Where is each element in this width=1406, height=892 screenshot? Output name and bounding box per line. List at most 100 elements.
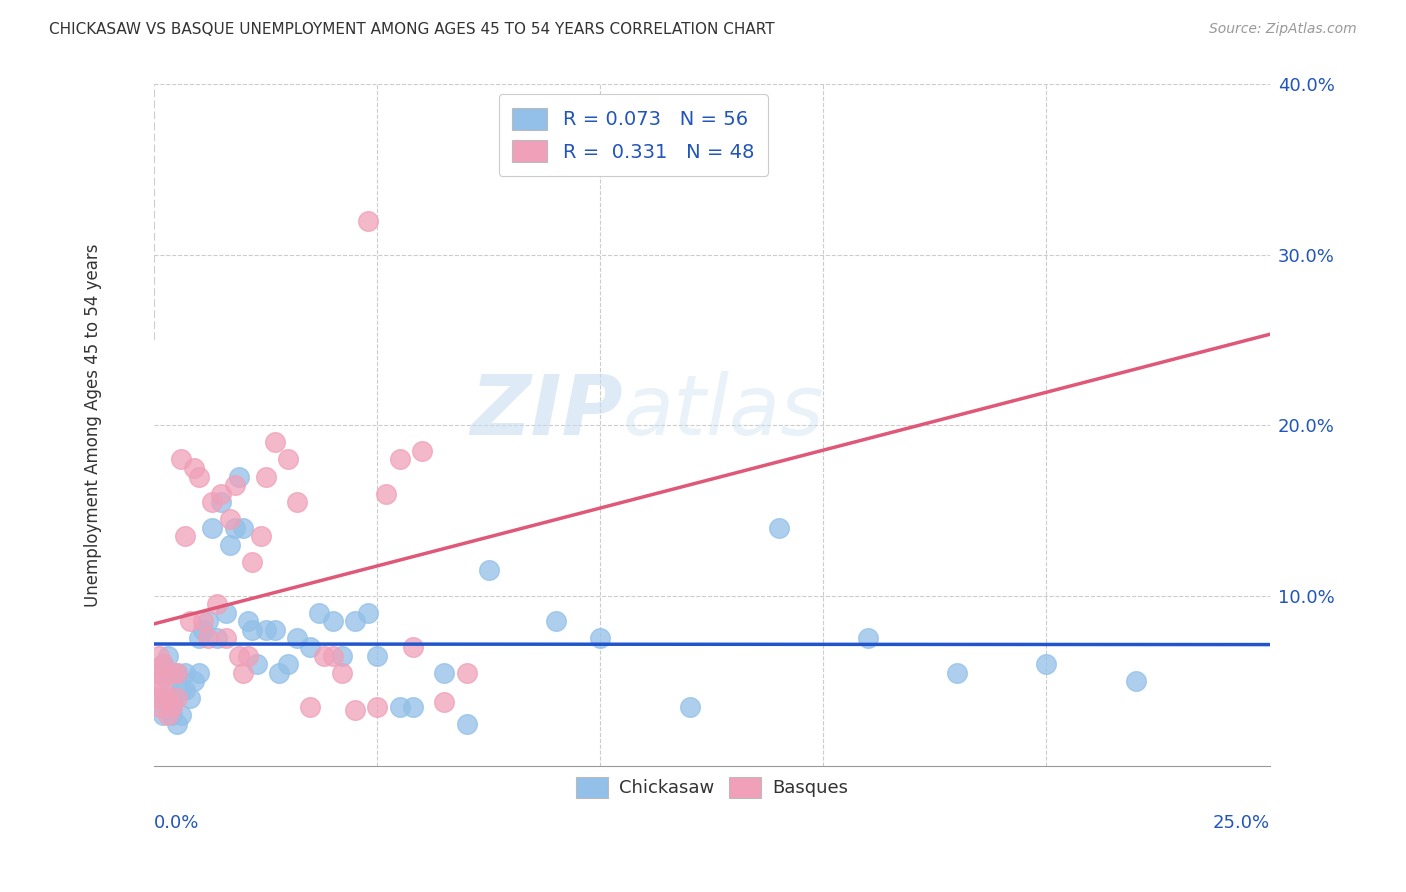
Point [330,665,353,680]
Point [174,665,197,680]
Point [148,648,170,663]
Point [285,632,308,646]
Point [183,674,205,689]
Point [187,469,209,483]
Point [263,435,285,450]
Point [160,665,183,680]
Point [143,691,166,706]
Point [299,640,322,654]
Point [160,691,183,706]
Legend: Chickasaw, Basques: Chickasaw, Basques [568,770,855,805]
Point [308,606,330,620]
Point [160,699,183,714]
Point [242,555,264,569]
Point [388,452,411,467]
Point [402,699,425,714]
Point [148,665,170,680]
Point [160,708,183,723]
Point [166,665,188,680]
Point [277,452,299,467]
Point [678,699,700,714]
Point [856,632,879,646]
Point [263,623,285,637]
Point [174,682,197,697]
Point [768,521,790,535]
Point [148,674,170,689]
Point [357,214,380,228]
Point [148,699,170,714]
Point [170,682,193,697]
Point [330,648,353,663]
Text: CHICKASAW VS BASQUE UNEMPLOYMENT AMONG AGES 45 TO 54 YEARS CORRELATION CHART: CHICKASAW VS BASQUE UNEMPLOYMENT AMONG A… [49,22,775,37]
Point [946,665,969,680]
Point [402,640,425,654]
Point [214,606,236,620]
Point [166,691,188,706]
Point [343,615,366,629]
Point [205,632,228,646]
Point [544,615,567,629]
Point [224,478,246,492]
Point [197,632,219,646]
Point [174,529,197,543]
Point [152,657,174,671]
Point [456,665,478,680]
Point [242,623,264,637]
Point [187,665,209,680]
Point [232,665,254,680]
Point [388,699,411,714]
Point [228,469,250,483]
Text: ZIP: ZIP [470,371,623,452]
Point [224,521,246,535]
Point [478,563,501,577]
Point [1125,674,1147,689]
Point [156,648,179,663]
Text: Unemployment Among Ages 45 to 54 years: Unemployment Among Ages 45 to 54 years [84,244,101,607]
Point [156,691,179,706]
Point [269,665,291,680]
Point [232,521,254,535]
Point [193,623,215,637]
Point [1035,657,1057,671]
Point [143,665,166,680]
Point [193,615,215,629]
Point [285,495,308,509]
Point [277,657,299,671]
Point [246,657,269,671]
Point [209,495,232,509]
Text: atlas: atlas [623,371,824,452]
Point [170,708,193,723]
Point [152,708,174,723]
Point [366,648,388,663]
Point [254,623,277,637]
Point [433,665,456,680]
Point [183,461,205,475]
Point [411,444,433,458]
Point [214,632,236,646]
Point [179,615,201,629]
Point [219,512,242,526]
Point [366,699,388,714]
Point [152,682,174,697]
Text: Source: ZipAtlas.com: Source: ZipAtlas.com [1209,22,1357,37]
Point [219,538,242,552]
Point [343,703,366,717]
Point [187,632,209,646]
Point [299,699,322,714]
Point [205,598,228,612]
Point [152,657,174,671]
Point [201,495,224,509]
Point [148,691,170,706]
Text: 0.0%: 0.0% [155,814,200,832]
Point [156,674,179,689]
Point [166,716,188,731]
Point [433,694,456,708]
Point [322,648,344,663]
Point [166,665,188,680]
Point [236,615,259,629]
Point [322,615,344,629]
Point [250,529,273,543]
Point [312,648,335,663]
Point [209,486,232,500]
Point [179,691,201,706]
